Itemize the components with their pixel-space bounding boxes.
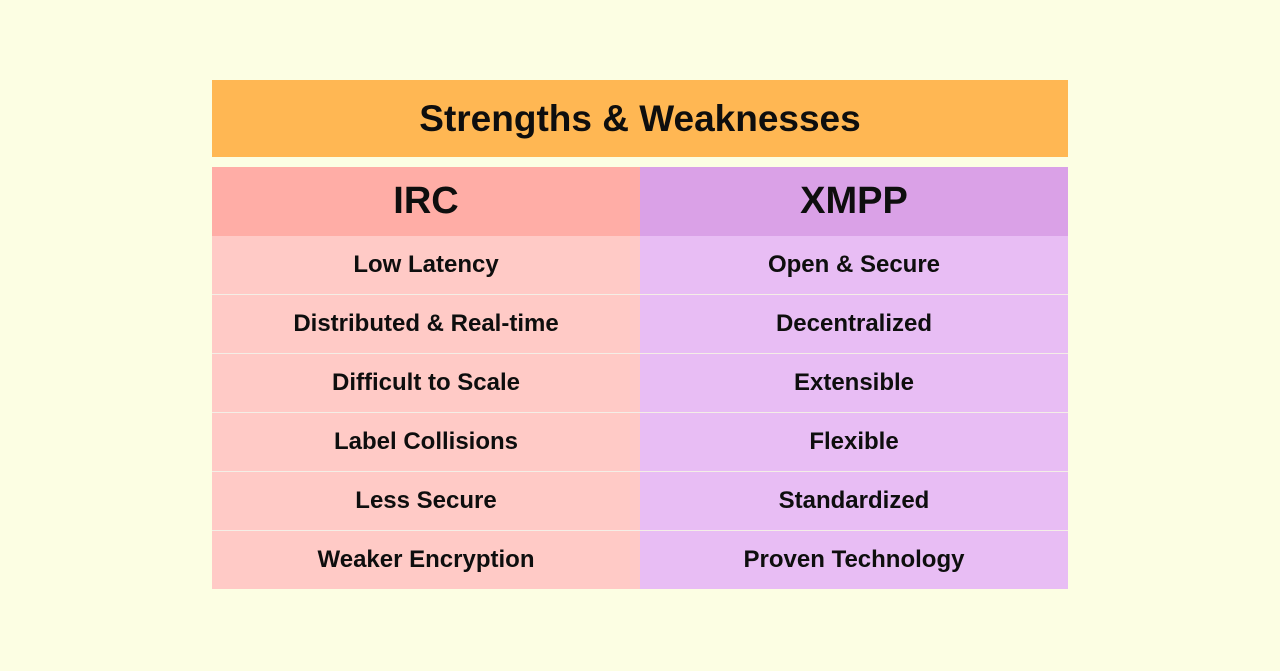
column-header-label: XMPP [800,180,908,222]
comparison-table: IRC XMPP Low Latency Open & Secure Distr… [212,167,1068,589]
table-cell-irc: Weaker Encryption [212,531,640,589]
column-header-label: IRC [393,180,459,222]
page-title: Strengths & Weaknesses [419,97,861,139]
column-header-irc: IRC [212,167,640,236]
table-cell-xmpp: Open & Secure [640,236,1068,295]
table-cell-xmpp: Extensible [640,354,1068,413]
table-cell-irc: Label Collisions [212,413,640,472]
title-bar: Strengths & Weaknesses [212,80,1068,157]
table-cell-irc: Difficult to Scale [212,354,640,413]
comparison-card: Strengths & Weaknesses IRC XMPP Low Late… [212,80,1068,589]
table-cell-xmpp: Flexible [640,413,1068,472]
column-header-xmpp: XMPP [640,167,1068,236]
table-cell-xmpp: Standardized [640,472,1068,531]
table-cell-xmpp: Decentralized [640,295,1068,354]
table-cell-irc: Less Secure [212,472,640,531]
table-cell-irc: Low Latency [212,236,640,295]
table-cell-irc: Distributed & Real-time [212,295,640,354]
table-cell-xmpp: Proven Technology [640,531,1068,589]
